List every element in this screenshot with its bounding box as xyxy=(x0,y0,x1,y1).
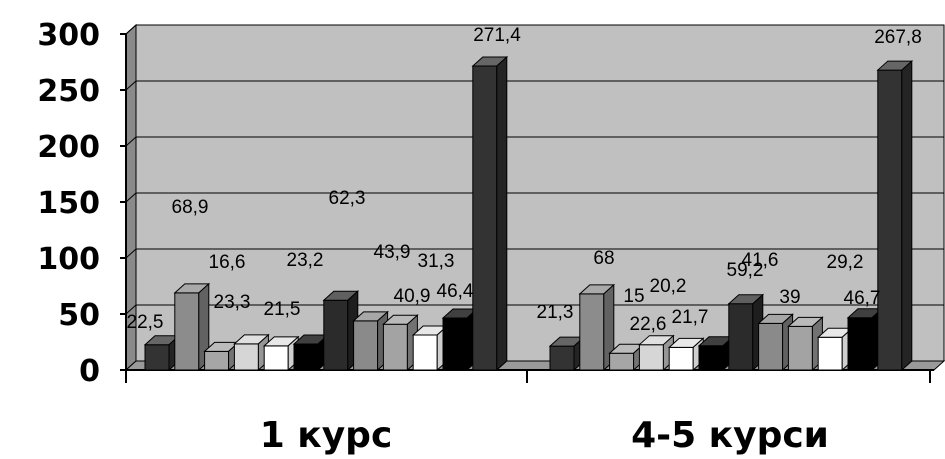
y-tick-label: 300 xyxy=(37,18,100,53)
bar-front xyxy=(638,344,664,371)
data-label: 22,5 xyxy=(127,312,164,333)
bar xyxy=(233,333,270,372)
bar xyxy=(876,59,914,372)
gridline-side xyxy=(125,192,137,203)
bar-front xyxy=(382,323,408,371)
data-label: 267,8 xyxy=(874,27,922,48)
y-tick-label: 100 xyxy=(37,242,100,277)
data-label: 23,3 xyxy=(214,292,251,313)
y-tick-label: 150 xyxy=(37,186,100,221)
y-tick-label: 200 xyxy=(37,130,100,165)
bar-front xyxy=(442,317,468,371)
bar-front xyxy=(204,350,230,371)
bar-front xyxy=(877,69,903,371)
bar xyxy=(203,341,240,372)
data-label: 62,3 xyxy=(329,188,366,209)
gridline-side xyxy=(125,304,137,315)
bar xyxy=(143,334,181,372)
bar-front xyxy=(233,343,259,371)
bar-front xyxy=(847,317,873,371)
x-category-label: 4-5 курси xyxy=(631,415,829,456)
bar xyxy=(382,314,419,372)
bar xyxy=(548,336,586,372)
bar-front xyxy=(353,320,379,371)
bar xyxy=(322,290,360,372)
data-label: 15 xyxy=(623,286,644,307)
y-axis-tick-labels: 0 50 100 150 200 250 300 xyxy=(37,18,100,389)
gridlines xyxy=(125,24,944,315)
bar-front xyxy=(579,293,605,371)
gridline-side xyxy=(125,80,137,91)
data-label: 41,6 xyxy=(742,250,779,271)
bar-front xyxy=(323,299,349,371)
bar-front xyxy=(144,344,170,371)
gridline-side xyxy=(125,136,137,147)
y-tick-label: 250 xyxy=(37,74,100,109)
bar xyxy=(667,337,705,372)
bars xyxy=(143,55,914,372)
y-tick-label: 50 xyxy=(58,298,100,333)
bar xyxy=(411,324,449,372)
data-label: 23,2 xyxy=(287,250,324,271)
bar-front xyxy=(293,343,319,371)
bar-front xyxy=(263,345,289,371)
bar xyxy=(352,310,389,372)
bar xyxy=(638,334,675,372)
data-label: 68,9 xyxy=(172,197,209,218)
bar-front xyxy=(668,346,694,371)
data-label: 46,7 xyxy=(844,288,881,309)
bar xyxy=(608,343,645,372)
bar-side xyxy=(901,59,913,372)
bar xyxy=(292,333,330,372)
bar-front xyxy=(728,303,754,371)
data-label: 39 xyxy=(779,287,800,308)
bar xyxy=(787,316,824,372)
bar xyxy=(578,283,616,372)
bar xyxy=(757,313,794,372)
bar xyxy=(471,55,509,372)
data-label: 21,3 xyxy=(537,302,574,323)
data-label: 59,2 xyxy=(727,260,764,281)
bar xyxy=(697,335,735,372)
data-label: 46,4 xyxy=(437,281,474,302)
bar-front xyxy=(549,345,575,371)
data-label: 31,3 xyxy=(418,251,455,272)
bar xyxy=(262,335,300,372)
bar xyxy=(727,293,765,372)
data-label: 16,6 xyxy=(209,252,246,273)
data-label: 43,9 xyxy=(374,242,411,263)
data-label: 22,6 xyxy=(630,314,667,335)
bar xyxy=(441,307,479,372)
data-label: 29,2 xyxy=(827,252,864,273)
x-axis-category-labels: 1 курс 4-5 курси xyxy=(260,415,829,456)
bar-front xyxy=(698,345,724,371)
bar-front xyxy=(609,352,635,371)
data-label: 271,4 xyxy=(473,25,521,46)
x-category-label: 1 курс xyxy=(260,415,393,456)
data-label: 20,2 xyxy=(650,276,687,297)
bar-front xyxy=(817,336,843,371)
gridline-side xyxy=(125,248,137,259)
bar xyxy=(816,327,854,372)
bar-front xyxy=(472,65,498,371)
gridline-side xyxy=(125,24,137,35)
bar-front xyxy=(174,292,200,371)
bar xyxy=(846,307,884,372)
data-label: 68 xyxy=(593,248,614,269)
y-tick-label: 0 xyxy=(79,354,100,389)
data-labels: 22,5 21,3 68,9 68 16,6 15 23,3 22,6 21,5 20,2 23,2… xyxy=(127,25,922,335)
data-label: 21,7 xyxy=(672,307,709,328)
bar-side xyxy=(496,55,508,372)
data-label: 40,9 xyxy=(394,286,431,307)
bar-front xyxy=(787,325,813,371)
data-label: 21,5 xyxy=(264,299,301,320)
bar xyxy=(173,282,211,372)
bar-front xyxy=(412,334,438,371)
bar-front xyxy=(758,322,784,371)
